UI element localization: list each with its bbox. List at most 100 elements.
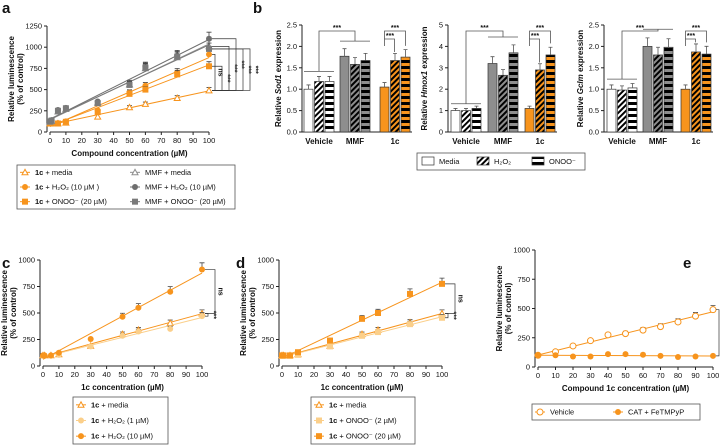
- y-tick-label: 250: [261, 335, 274, 344]
- error-bar: [694, 43, 698, 52]
- error-bar: [342, 48, 347, 57]
- error-bar: [527, 105, 532, 109]
- significance-bracket: [384, 30, 406, 46]
- bar: [508, 52, 519, 133]
- significance-label: ***: [531, 33, 539, 40]
- y-tick-label: 1000: [25, 43, 42, 52]
- significance-label: ***: [238, 60, 245, 68]
- bar: [680, 88, 691, 133]
- y-tick-label: 750: [517, 275, 530, 284]
- legend-label: 1c + ONOO⁻ (2 µM): [329, 416, 397, 425]
- bar: [606, 88, 617, 133]
- data-point: [199, 313, 205, 320]
- data-point: [199, 266, 205, 273]
- data-point: [174, 53, 181, 60]
- significance-label: ***: [636, 25, 644, 32]
- panel-label-e: e: [683, 255, 691, 272]
- bar: [663, 46, 674, 133]
- legend-label-text: MMF + H₂O₂ (10 µM): [145, 183, 216, 192]
- y-axis-title: Relative luminescence: [0, 270, 9, 356]
- y-tick-label: 250: [517, 333, 530, 342]
- x-tick-label: 30: [94, 136, 102, 145]
- significance-label: ***: [450, 312, 457, 320]
- x-category-label: Vehicle: [452, 137, 480, 146]
- y-tick-label: 1.5: [589, 63, 599, 72]
- bar: [627, 87, 638, 133]
- bar: [701, 53, 712, 133]
- significance-bracket: [212, 48, 251, 91]
- bar-chart-b3: 0.0 0.5 1.0 1.5 2.0 2.5 Relative Gclm expressi…: [576, 21, 713, 146]
- legend-marker: [131, 168, 139, 176]
- legend-item: 1c + H₂O₂ (10 µM): [76, 432, 154, 441]
- x-tick-label: 60: [374, 370, 382, 379]
- x-tick-label: 20: [569, 371, 577, 380]
- y-axis-title-part: expression: [420, 26, 429, 71]
- significance-bracket: [685, 38, 696, 46]
- data-point: [142, 64, 149, 71]
- data-point: [605, 351, 611, 358]
- legend-item: 1c + media: [314, 400, 367, 409]
- data-point: [167, 325, 174, 332]
- data-point: [587, 337, 594, 345]
- legend-label-compound: 1c: [35, 168, 43, 177]
- error-bar: [620, 85, 624, 91]
- series-2: [279, 277, 445, 359]
- x-tick-label: 20: [310, 370, 318, 379]
- legend-swatch: [476, 156, 490, 166]
- legend-label-text: + ONOO⁻ (20 µM): [337, 432, 401, 441]
- y-tick-label: 500: [261, 309, 274, 318]
- x-tick-label: 60: [141, 136, 149, 145]
- x-tick-label: 90: [691, 371, 699, 380]
- data-point: [604, 331, 612, 339]
- y-tick-label: 1000: [513, 246, 530, 255]
- data-point: [327, 337, 333, 344]
- legend-label: H₂O₂: [494, 157, 511, 166]
- legend-marker: [315, 400, 323, 408]
- series-2: [40, 262, 205, 360]
- error-bar: [363, 52, 368, 61]
- significance-label: ***: [480, 25, 488, 32]
- error-bar: [403, 49, 408, 58]
- x-tick-label: 60: [134, 370, 142, 379]
- data-point: [141, 99, 150, 107]
- bar: [324, 81, 335, 133]
- legend-item: MMF + H₂O₂ (10 µM): [130, 183, 216, 192]
- x-category-label: 1c: [391, 137, 400, 146]
- data-point: [119, 313, 126, 320]
- panel-label-b: b: [253, 0, 262, 17]
- x-axis-title: Compound concentration (µM): [71, 149, 187, 158]
- data-point: [126, 90, 133, 97]
- data-point: [205, 86, 213, 94]
- y-axis-title-unit: (% of control): [248, 287, 257, 339]
- x-tick-label: 10: [62, 136, 70, 145]
- x-category-label: Vehicle: [305, 137, 333, 146]
- legend-marker: [22, 198, 28, 205]
- y-tick-label: 0: [38, 128, 42, 137]
- y-axis-title-part: expression: [274, 30, 283, 75]
- error-bar: [609, 84, 614, 90]
- legend-label-text: + H₂O₂ (1 µM): [99, 416, 149, 425]
- y-axis-title-part: expression: [576, 30, 585, 75]
- y-tick-label: 750: [261, 282, 274, 291]
- y-axis-title: Relative Hmox1 expression: [420, 26, 429, 130]
- y-axis-title-part: Relative: [420, 98, 429, 131]
- error-bar: [548, 46, 553, 55]
- x-tick-label: 30: [87, 370, 95, 379]
- data-point: [569, 342, 577, 350]
- legend-box: [310, 396, 416, 445]
- legend-item: MMF + media: [130, 168, 192, 177]
- legend-item: 1c + media: [20, 168, 73, 177]
- bar: [379, 86, 390, 133]
- data-point: [295, 349, 301, 356]
- x-tick-label: 100: [707, 371, 720, 380]
- y-tick-label: 500: [517, 304, 530, 313]
- significance-bracket: [451, 30, 518, 105]
- data-point: [135, 328, 142, 335]
- x-tick-label: 70: [157, 136, 165, 145]
- data-point: [359, 332, 365, 339]
- x-category-label: MMF: [494, 137, 512, 146]
- x-tick-label: 40: [342, 370, 350, 379]
- x-tick-label: 90: [182, 370, 190, 379]
